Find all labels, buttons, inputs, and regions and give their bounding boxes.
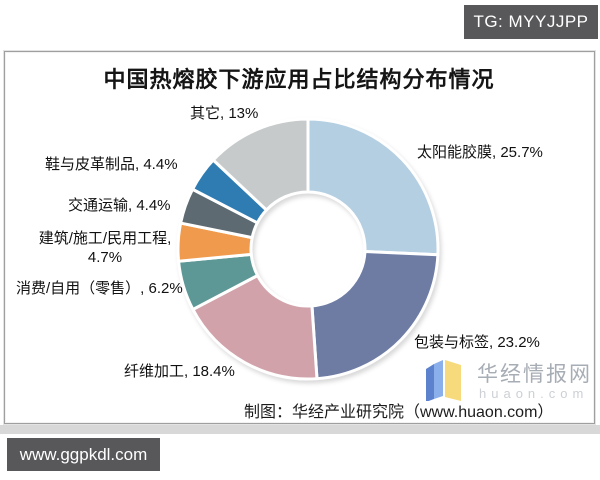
watermark-book-logo-icon bbox=[424, 358, 464, 402]
bottom-left-watermark-badge: www.ggpkdl.com bbox=[7, 438, 160, 471]
source-caption: 制图：华经产业研究院（www.huaon.com） bbox=[244, 404, 554, 421]
watermark-site-domain: huaon.com bbox=[479, 386, 589, 401]
slice-label-construction: 建筑/施工/民用工程, 4.7% bbox=[38, 230, 172, 266]
donut-segment-other bbox=[211, 117, 310, 212]
slice-label-solar-film: 太阳能胶膜, 25.7% bbox=[417, 144, 543, 161]
slice-label-packaging-labels: 包装与标签, 23.2% bbox=[414, 334, 540, 351]
slice-label-footwear-leather: 鞋与皮革制品, 4.4% bbox=[45, 156, 178, 173]
slice-label-transportation: 交通运输, 4.4% bbox=[68, 197, 171, 214]
watermark-site-name: 华经情报网 bbox=[477, 363, 592, 386]
top-right-watermark-badge: TG: MYYJJPP bbox=[464, 5, 598, 39]
donut-segment-solar-film bbox=[306, 117, 440, 257]
slice-label-consumer-retail: 消费/自用（零售）, 6.2% bbox=[16, 280, 183, 297]
bottom-divider-strip bbox=[0, 425, 600, 434]
slice-label-fiber-processing: 纤维加工, 18.4% bbox=[124, 363, 235, 380]
donut-segment-packaging-labels bbox=[310, 250, 440, 381]
donut-chart bbox=[168, 109, 448, 389]
donut-chart-svg bbox=[176, 117, 440, 381]
slice-label-other: 其它, 13% bbox=[190, 105, 259, 122]
donut-segment-fiber-processing bbox=[191, 274, 319, 381]
chart-title: 中国热熔胶下游应用占比结构分布情况 bbox=[103, 67, 495, 92]
